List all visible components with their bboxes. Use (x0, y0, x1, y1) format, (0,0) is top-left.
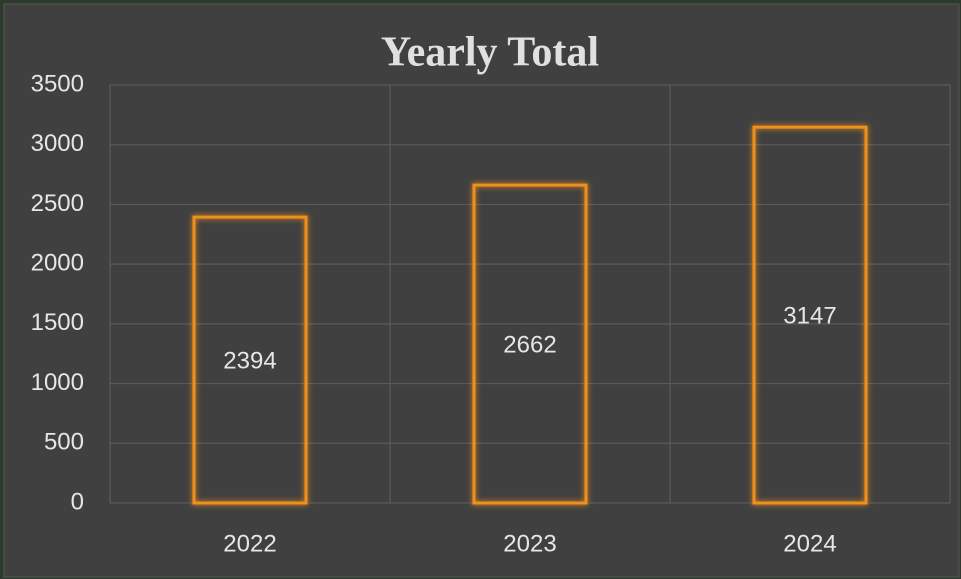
y-tick-label: 2000 (31, 249, 84, 276)
x-tick-label: 2023 (503, 530, 556, 557)
y-tick-label: 3500 (31, 70, 84, 97)
chart-background (3, 3, 960, 578)
y-tick-label: 2500 (31, 190, 84, 217)
y-tick-label: 0 (71, 488, 84, 515)
data-label: 2662 (503, 331, 556, 358)
bar (192, 215, 308, 505)
y-tick-label: 3000 (31, 130, 84, 157)
x-tick-label: 2022 (223, 530, 276, 557)
bar (472, 183, 588, 505)
data-label: 3147 (783, 302, 836, 329)
y-tick-label: 1500 (31, 309, 84, 336)
x-tick-label: 2024 (783, 530, 836, 557)
y-tick-label: 1000 (31, 369, 84, 396)
y-tick-label: 500 (44, 429, 84, 456)
bar (752, 125, 868, 505)
data-label: 2394 (223, 347, 276, 374)
chart-title: Yearly Total (381, 30, 599, 76)
